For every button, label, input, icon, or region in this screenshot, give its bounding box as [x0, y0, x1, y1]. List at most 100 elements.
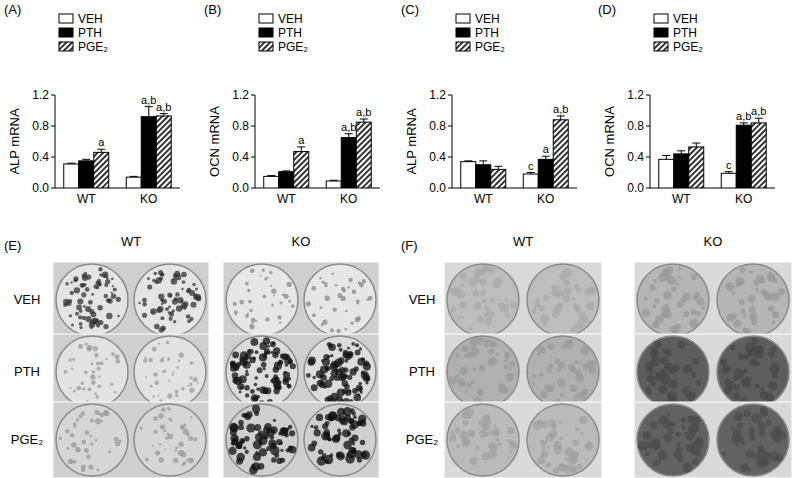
colony	[273, 419, 276, 422]
colony	[537, 353, 540, 356]
error-cap	[740, 122, 748, 123]
colony	[337, 343, 342, 348]
plate-panel: (F)WTKOVEHPTHPGE₂	[401, 234, 792, 478]
colony	[575, 427, 579, 431]
colony	[148, 358, 153, 363]
y-tick-label: 0.0	[429, 181, 446, 195]
colony	[368, 296, 373, 301]
bar	[79, 161, 94, 188]
colony	[65, 429, 69, 433]
colony	[691, 273, 697, 279]
colony	[253, 440, 262, 449]
colony	[743, 369, 748, 374]
colony	[649, 284, 655, 290]
colony	[559, 436, 563, 440]
colony	[168, 317, 172, 321]
colony	[91, 380, 96, 385]
colony	[88, 300, 93, 305]
colony	[145, 458, 149, 462]
colony	[142, 302, 147, 307]
well-disc	[304, 336, 376, 408]
colony	[97, 305, 103, 311]
colony	[541, 450, 548, 457]
colony	[737, 422, 743, 428]
colony	[739, 267, 745, 273]
colony	[183, 429, 189, 435]
y-tick-label: 0.8	[627, 119, 644, 133]
colony	[85, 342, 88, 345]
colony	[154, 272, 158, 276]
colony	[245, 314, 249, 318]
colony	[457, 316, 461, 320]
colony	[287, 282, 292, 287]
colony	[343, 407, 352, 416]
colony	[251, 322, 253, 324]
error-stem	[148, 107, 149, 117]
colony	[310, 425, 313, 428]
colony	[153, 395, 155, 397]
colony	[449, 435, 456, 442]
colony	[250, 338, 258, 346]
colony	[355, 343, 359, 347]
colony	[743, 328, 749, 334]
colony	[143, 359, 147, 363]
colony	[147, 277, 150, 280]
colony	[493, 424, 496, 427]
colony	[287, 384, 292, 389]
colony	[504, 353, 510, 359]
colony	[162, 357, 164, 359]
colony	[189, 388, 194, 393]
colony	[271, 377, 278, 384]
colony	[186, 288, 191, 293]
colony	[108, 450, 111, 453]
colony	[361, 450, 371, 460]
error-cap	[755, 118, 763, 119]
legend-label: PGE₂	[475, 40, 505, 54]
colony	[236, 441, 243, 448]
colony	[74, 287, 80, 293]
colony	[159, 443, 162, 446]
colony	[468, 430, 475, 437]
colony	[761, 449, 766, 454]
y-tick-label: 0.4	[627, 150, 644, 164]
colony	[89, 435, 92, 438]
colony	[481, 266, 487, 272]
colony	[459, 273, 466, 280]
colony	[678, 268, 681, 271]
colony	[460, 301, 467, 308]
colony	[677, 457, 683, 463]
panel-title: (C)	[401, 2, 419, 17]
colony	[78, 415, 82, 419]
colony	[230, 362, 236, 368]
colony	[291, 304, 295, 308]
colony	[159, 457, 164, 462]
colony	[463, 420, 469, 426]
colony	[650, 356, 660, 366]
legend-swatch	[456, 28, 470, 37]
legend-swatch	[654, 14, 668, 23]
well	[447, 264, 519, 336]
colony	[79, 322, 83, 326]
colony	[318, 449, 323, 454]
colony	[352, 290, 357, 295]
colony	[144, 357, 146, 359]
colony	[64, 370, 68, 374]
colony	[271, 304, 274, 307]
colony	[692, 358, 699, 365]
error-cap	[282, 170, 290, 171]
colony	[548, 363, 553, 368]
colony	[328, 343, 336, 351]
colony	[250, 389, 255, 394]
colony	[190, 416, 192, 418]
row-label: PTH	[409, 364, 435, 379]
colony	[696, 311, 702, 317]
colony	[537, 346, 545, 354]
colony	[577, 324, 583, 330]
colony	[69, 387, 71, 389]
colony	[359, 347, 362, 350]
colony	[333, 308, 337, 312]
colony	[88, 387, 92, 391]
colony	[364, 373, 367, 376]
colony	[325, 296, 330, 301]
x-tick-label: WT	[672, 192, 691, 206]
